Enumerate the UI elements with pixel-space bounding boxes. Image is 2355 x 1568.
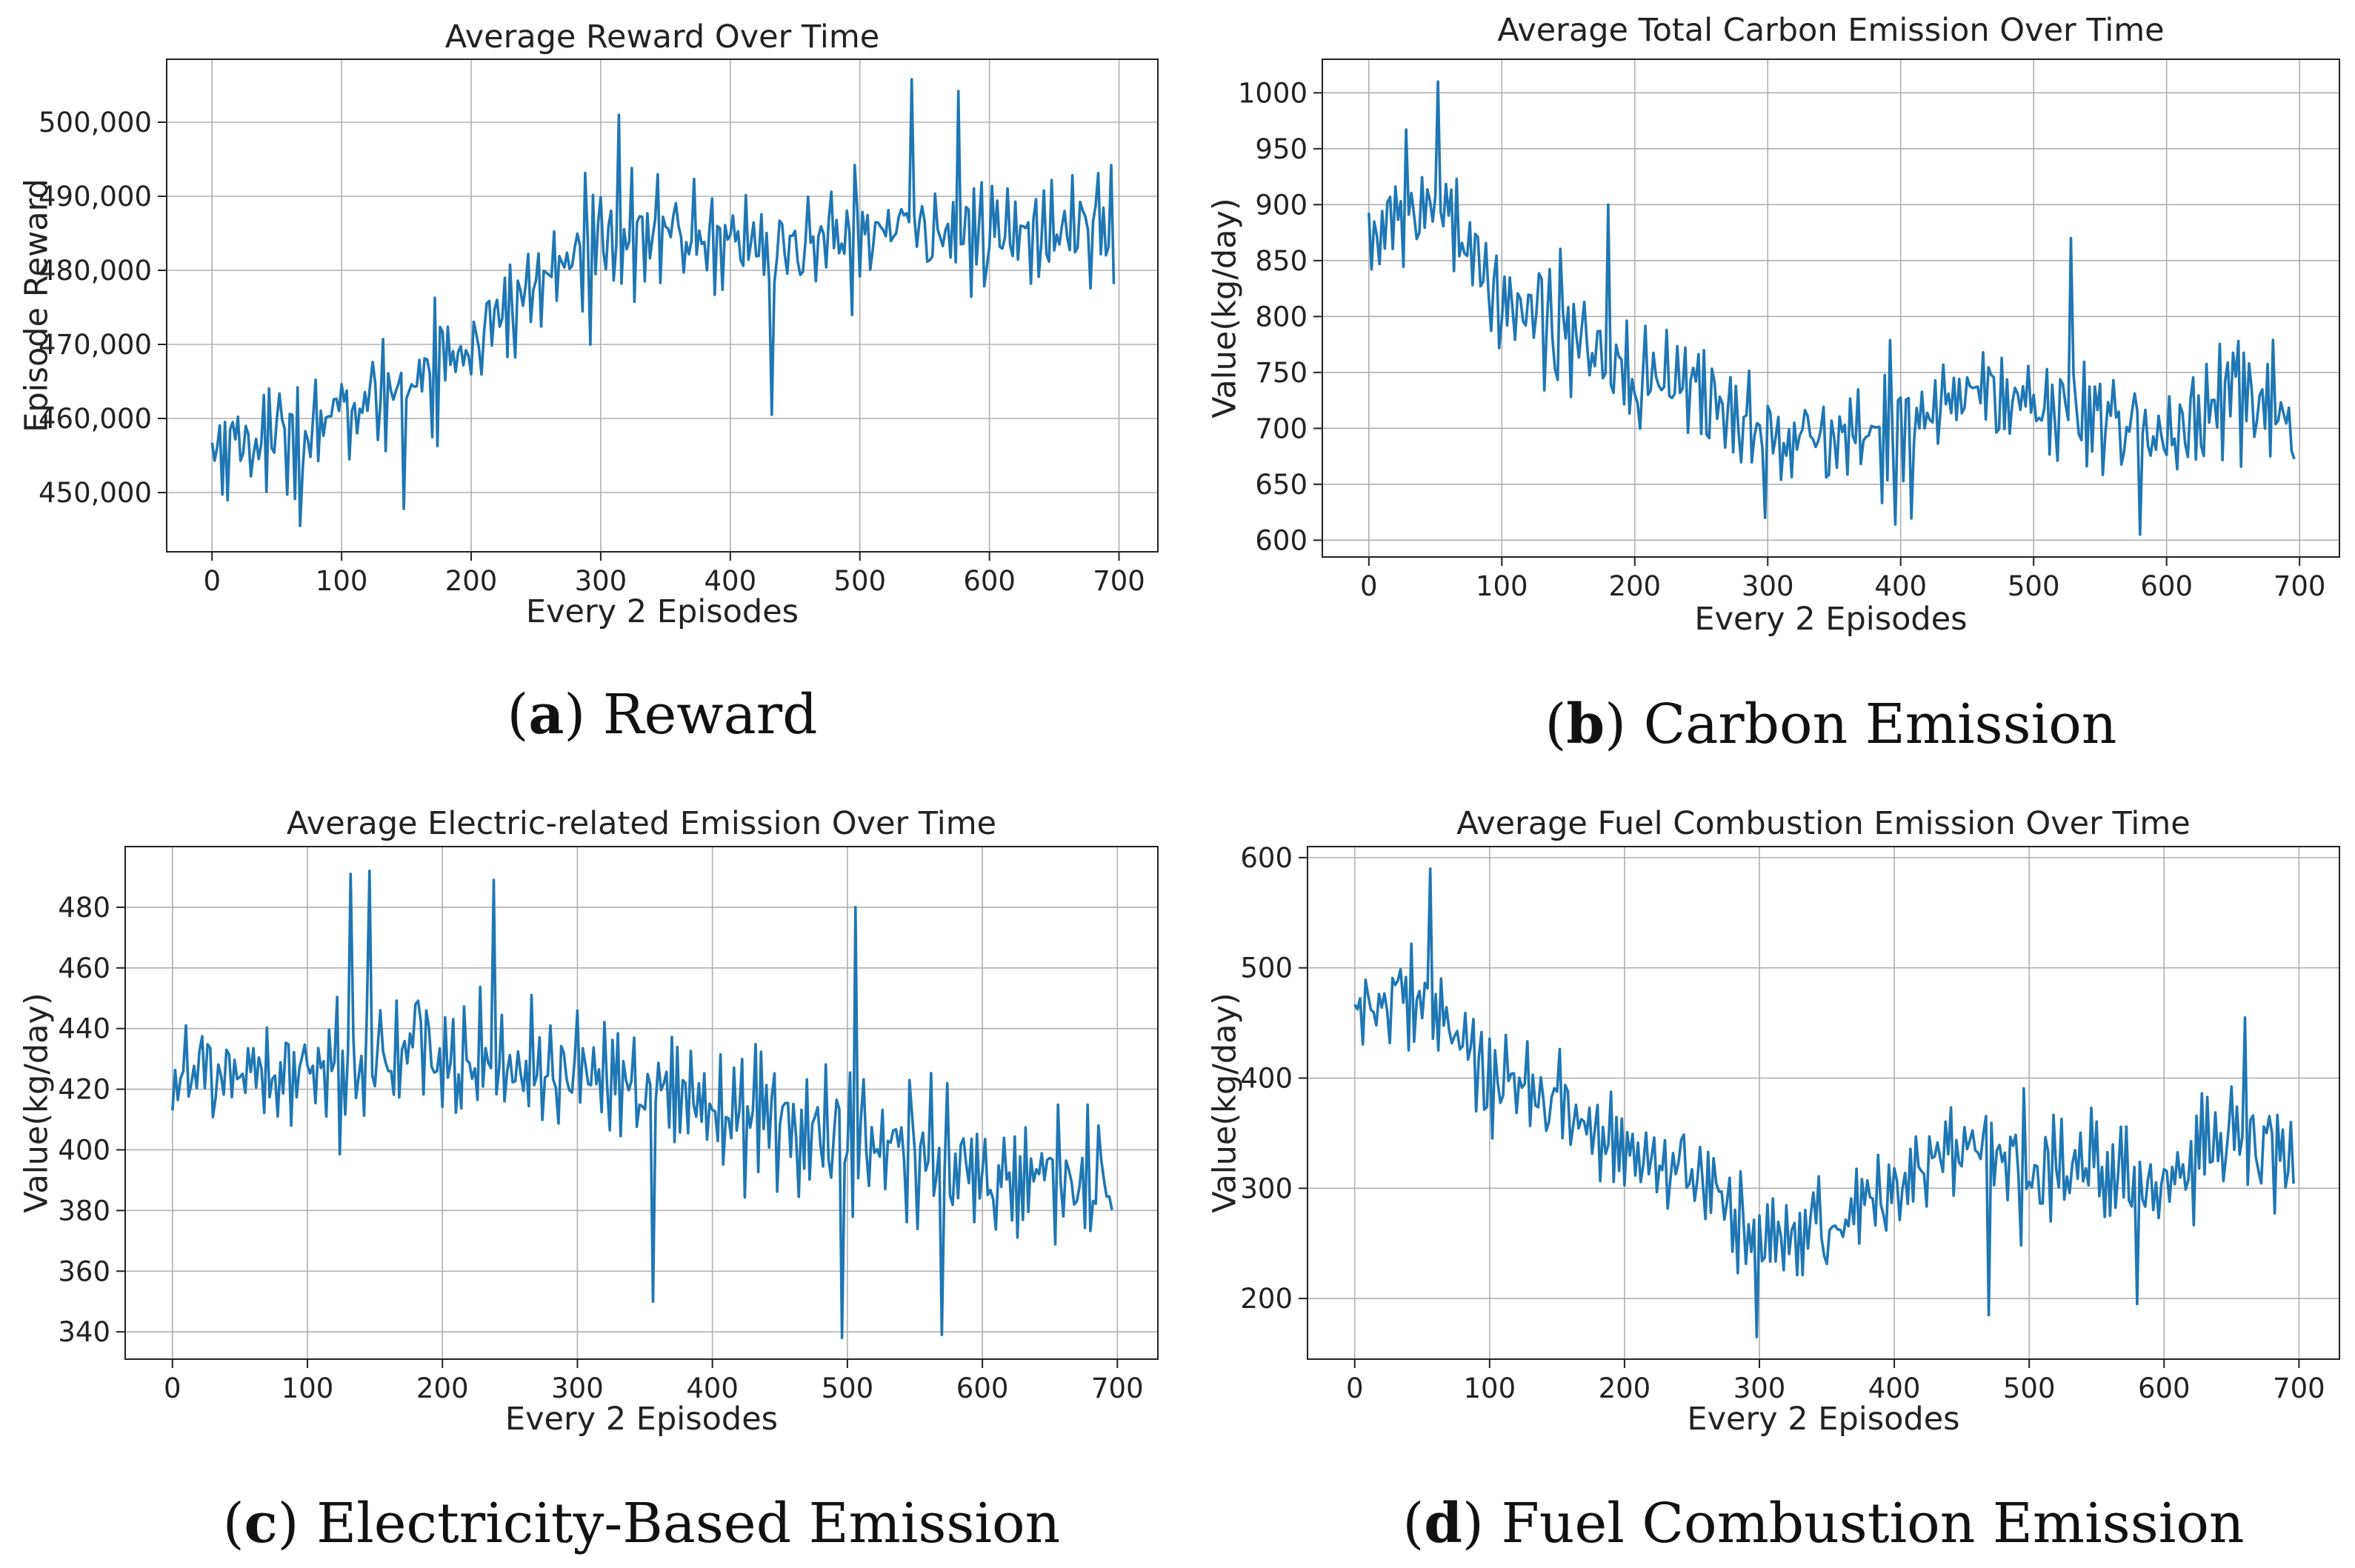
caption-text: Fuel Combustion Emission (1501, 1492, 2244, 1555)
y-tick-label: 470,000 (39, 329, 152, 361)
series-line (171, 870, 1113, 1340)
y-axis-label: Value(kg/day) (1207, 198, 1244, 418)
x-tick-label: 600 (956, 1372, 1009, 1404)
caption-text: Electricity-Based Emission (316, 1492, 1060, 1555)
panel-caption: (a) Reward (507, 683, 818, 747)
caption-text: Carbon Emission (1644, 693, 2117, 756)
y-tick-label: 1000 (1238, 77, 1308, 109)
plot-frame (166, 59, 1159, 553)
caption-letter: a (528, 683, 564, 747)
y-tick-label: 750 (1255, 357, 1308, 389)
panel-caption: (b) Carbon Emission (1545, 693, 2117, 756)
x-tick-label: 300 (1742, 570, 1794, 602)
x-tick-label: 0 (203, 565, 221, 597)
x-tick-label: 100 (1476, 570, 1528, 602)
plot-frame (1322, 59, 2340, 558)
y-tick-label: 490,000 (39, 181, 152, 213)
chart-title: Average Total Carbon Emission Over Time (1497, 12, 2164, 49)
y-tick-label: 380 (58, 1195, 110, 1227)
y-tick-label: 480,000 (39, 255, 152, 287)
x-tick-label: 700 (1091, 1372, 1144, 1404)
x-tick-label: 200 (445, 565, 498, 597)
x-tick-label: 400 (686, 1372, 739, 1404)
series-line (1368, 80, 2296, 536)
x-tick-label: 200 (1599, 1372, 1651, 1404)
y-axis-label: Value(kg/day) (1207, 992, 1244, 1212)
x-tick-label: 0 (164, 1372, 181, 1404)
y-tick-label: 500 (1240, 953, 1293, 984)
chart-panel-1: 0 100 200 300 400 500 600 700 450,000 460,000 470,… (19, 19, 1159, 747)
y-tick-label: 300 (1240, 1172, 1293, 1204)
x-tick-label: 600 (963, 565, 1016, 597)
x-tick-label: 100 (1464, 1372, 1516, 1404)
x-axis-label: Every 2 Episodes (505, 1401, 778, 1438)
y-tick-label: 650 (1255, 469, 1308, 501)
x-tick-label: 100 (282, 1372, 334, 1404)
caption-letter: d (1424, 1492, 1462, 1555)
x-axis-label: Every 2 Episodes (1694, 601, 1967, 638)
x-tick-label: 100 (316, 565, 368, 597)
plot-frame (124, 846, 1159, 1360)
series-line (1353, 867, 2295, 1338)
x-tick-label: 600 (2140, 570, 2193, 602)
y-tick-label: 800 (1255, 301, 1308, 333)
chart-title: Average Electric-related Emission Over T… (287, 805, 996, 842)
x-tick-label: 300 (551, 1372, 604, 1404)
y-tick-label: 850 (1255, 245, 1308, 277)
series-line (210, 78, 1116, 527)
x-axis-label: Every 2 Episodes (526, 593, 799, 630)
x-axis-label: Every 2 Episodes (1687, 1401, 1959, 1438)
x-tick-label: 400 (1874, 570, 1927, 602)
y-tick-label: 420 (58, 1074, 110, 1106)
x-tick-label: 500 (822, 1372, 874, 1404)
x-tick-label: 700 (2273, 1372, 2325, 1404)
y-tick-label: 400 (58, 1134, 110, 1166)
x-tick-label: 300 (1733, 1372, 1786, 1404)
x-tick-label: 700 (1093, 565, 1145, 597)
y-tick-label: 500,000 (39, 107, 152, 139)
x-tick-label: 600 (2138, 1372, 2191, 1404)
chart-panel-4: 0 100 200 300 400 500 600 700 200 300 400 500 600 Ave… (1207, 805, 2340, 1555)
x-tick-label: 300 (575, 565, 627, 597)
y-tick-label: 700 (1255, 413, 1308, 444)
y-tick-label: 200 (1240, 1283, 1293, 1315)
x-tick-label: 0 (1360, 570, 1378, 602)
chart-title: Average Reward Over Time (445, 19, 879, 56)
x-tick-label: 400 (704, 565, 757, 597)
x-tick-label: 0 (1346, 1372, 1364, 1404)
chart-panel-2: 0 100 200 300 400 500 600 700 600 650 700 750 800 850… (1207, 12, 2340, 756)
x-tick-label: 400 (1868, 1372, 1921, 1404)
x-tick-label: 500 (2003, 1372, 2056, 1404)
panel-caption: (c) Electricity-Based Emission (223, 1492, 1061, 1555)
y-tick-label: 460,000 (39, 403, 152, 435)
y-tick-label: 950 (1255, 133, 1308, 165)
caption-letter: c (244, 1492, 278, 1555)
y-tick-label: 400 (1240, 1063, 1293, 1095)
chart-title: Average Fuel Combustion Emission Over Ti… (1456, 805, 2190, 842)
x-tick-label: 200 (416, 1372, 469, 1404)
y-axis-label: Episode Reward (19, 179, 56, 433)
y-tick-label: 460 (58, 953, 110, 984)
y-tick-label: 340 (58, 1316, 110, 1348)
y-tick-label: 440 (58, 1013, 110, 1045)
x-tick-label: 500 (833, 565, 886, 597)
panel-caption: (d) Fuel Combustion Emission (1402, 1492, 2244, 1555)
x-tick-label: 200 (1608, 570, 1661, 602)
x-tick-label: 500 (2008, 570, 2060, 602)
y-tick-label: 600 (1255, 524, 1308, 556)
y-tick-label: 450,000 (39, 477, 152, 509)
y-tick-label: 900 (1255, 189, 1308, 221)
caption-text: Reward (603, 683, 818, 747)
y-axis-label: Value(kg/day) (19, 992, 56, 1212)
y-tick-label: 600 (1240, 842, 1293, 874)
y-tick-label: 360 (58, 1255, 110, 1287)
chart-panel-3: 0 100 200 300 400 500 600 700 340 360 380 400 420 440… (19, 805, 1159, 1555)
plot-frame (1307, 846, 2340, 1360)
caption-letter: b (1566, 693, 1605, 756)
x-tick-label: 700 (2274, 570, 2326, 602)
y-tick-label: 480 (58, 892, 110, 924)
